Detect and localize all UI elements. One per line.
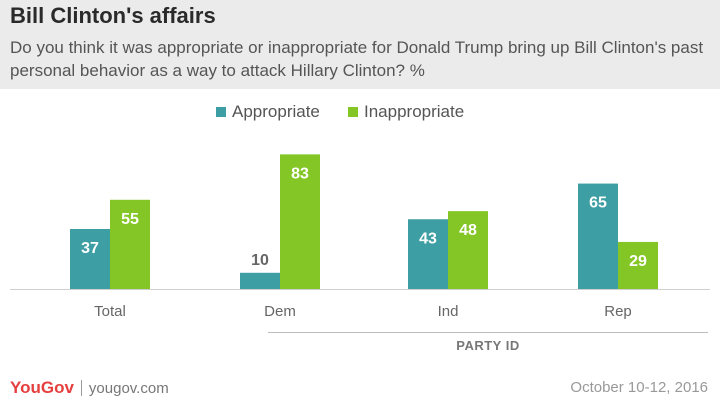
category-label-dem: Dem — [264, 303, 296, 320]
legend: Appropriate Inappropriate — [0, 100, 720, 124]
party-id-divider — [268, 332, 708, 333]
category-label-ind: Ind — [438, 303, 459, 320]
bar-inappropriate-ind — [448, 211, 488, 289]
bar-appropriate-dem — [240, 272, 280, 289]
footer-separator — [80, 380, 82, 396]
bar-inappropriate-dem — [280, 154, 320, 289]
data-label-appropriate-rep: 65 — [589, 195, 607, 212]
legend-item-inappropriate: Inappropriate — [348, 100, 464, 124]
party-id-label: PARTY ID — [456, 338, 520, 353]
data-label-inappropriate-ind: 48 — [459, 222, 477, 239]
data-label-appropriate-total: 37 — [81, 240, 99, 257]
category-label-total: Total — [94, 303, 126, 320]
data-label-inappropriate-dem: 83 — [291, 165, 309, 182]
bar-inappropriate-rep — [618, 241, 658, 289]
data-label-inappropriate-rep: 29 — [629, 253, 647, 270]
title-band — [0, 0, 720, 89]
footer-brand: YouGov yougov.com — [10, 378, 169, 398]
survey-date: October 10-12, 2016 — [570, 379, 708, 396]
bar-appropriate-rep — [578, 183, 618, 289]
site-link[interactable]: yougov.com — [88, 379, 169, 397]
legend-label-inappropriate: Inappropriate — [364, 102, 465, 121]
bar-appropriate-ind — [408, 219, 448, 289]
data-label-inappropriate-total: 55 — [121, 211, 139, 228]
category-label-rep: Rep — [604, 303, 632, 320]
legend-swatch-inappropriate — [348, 107, 358, 117]
legend-item-appropriate: Appropriate — [216, 100, 320, 124]
chart-subtitle: Do you think it was appropriate or inapp… — [10, 38, 704, 80]
legend-label-appropriate: Appropriate — [232, 102, 320, 121]
bar-inappropriate-total — [110, 199, 150, 289]
data-label-appropriate-dem: 10 — [251, 252, 269, 269]
bar-appropriate-total — [70, 228, 110, 289]
yougov-logo: YouGov — [10, 378, 74, 397]
chart-title: Bill Clinton's affairs — [10, 3, 216, 28]
data-label-appropriate-ind: 43 — [419, 230, 437, 247]
legend-swatch-appropriate — [216, 107, 226, 117]
